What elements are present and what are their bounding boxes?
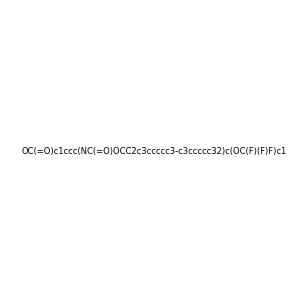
Text: OC(=O)c1ccc(NC(=O)OCC2c3ccccc3-c3ccccc32)c(OC(F)(F)F)c1: OC(=O)c1ccc(NC(=O)OCC2c3ccccc3-c3ccccc32… <box>21 147 286 156</box>
